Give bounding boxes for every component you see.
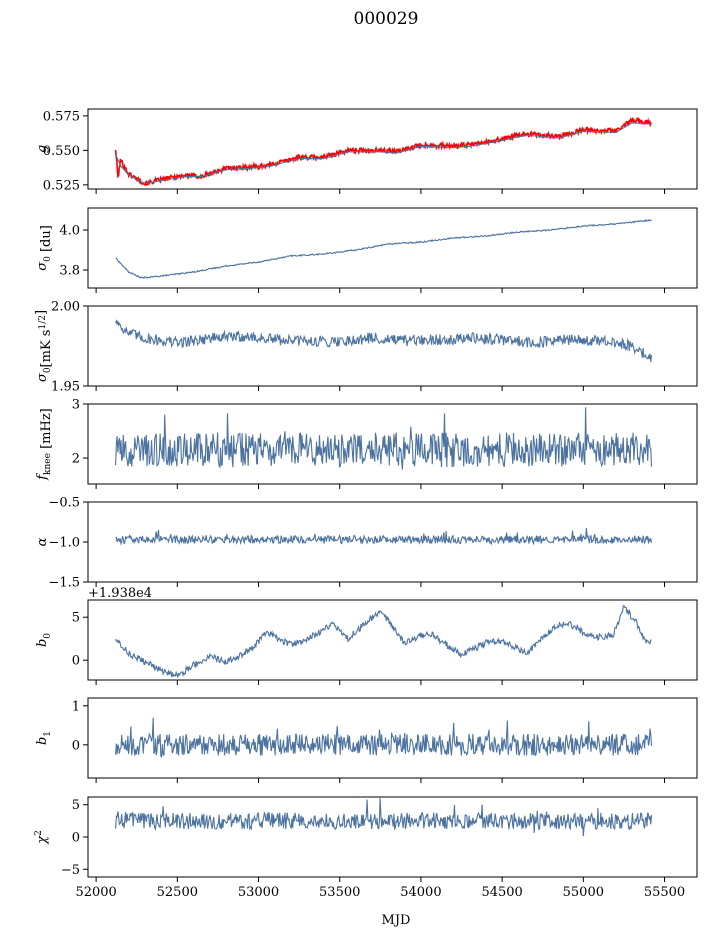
x-tick-label: 54000	[400, 885, 441, 900]
x-tick-label: 53500	[319, 885, 360, 900]
figure-title: 000029	[354, 9, 419, 29]
x-tick-label: 55500	[644, 885, 685, 900]
y-offset-label: +1.938e4	[88, 586, 152, 601]
y-axis-label: b0	[35, 633, 53, 647]
y-tick-label: 0.550	[43, 144, 80, 159]
series-line-main	[115, 407, 653, 470]
x-tick-label: 53000	[238, 885, 279, 900]
series-group	[115, 218, 652, 280]
series-line-overlay	[114, 116, 653, 187]
series-group	[115, 528, 653, 546]
x-tick-label: 52000	[75, 885, 116, 900]
panel-frame	[87, 108, 698, 190]
y-tick-label: 1	[72, 699, 80, 714]
y-tick-label: 2.00	[51, 300, 80, 315]
y-tick-label: 2	[72, 452, 80, 467]
panel-1: 0.525 0.550 0.575 g	[35, 108, 698, 194]
y-tick-label: −1.0	[48, 536, 80, 551]
y-tick-label: 5	[72, 798, 80, 813]
y-axis-label: χ2	[34, 830, 50, 845]
panel-frame	[87, 403, 698, 485]
panel-7: 0 1 b1	[35, 697, 698, 783]
x-tick-label: 54500	[481, 885, 522, 900]
y-tick-label: 5	[72, 611, 80, 626]
y-tick-label: −1.5	[48, 576, 80, 591]
series-line-main	[115, 318, 653, 362]
panel-frame	[87, 697, 698, 779]
panel-5: −1.5 −1.0 −0.5 α	[35, 496, 698, 591]
series-group	[114, 116, 653, 187]
y-axis-label: g	[35, 145, 50, 153]
y-tick-label: −5	[61, 863, 80, 878]
x-axis-label: MJD	[382, 913, 411, 928]
series-line-main	[115, 717, 653, 758]
y-axis-label: b1	[35, 731, 53, 745]
panel-2: 3.8 4.0 σ0 [du]	[35, 207, 698, 293]
panel-frame	[87, 207, 698, 289]
y-tick-label: 3	[72, 398, 80, 413]
y-axis-label: fknee [mHz]	[35, 408, 54, 481]
panel-6: 0 5 +1.938e4 b0	[35, 586, 698, 685]
y-tick-label: 0	[72, 831, 80, 846]
panel-4: 2 3 fknee [mHz]	[35, 398, 698, 489]
series-line-main	[115, 797, 653, 837]
series-line-main	[115, 528, 653, 546]
y-tick-label: 0	[72, 654, 80, 669]
y-tick-label: −0.5	[48, 496, 80, 511]
series-line-main	[115, 218, 652, 280]
panel-frame	[87, 796, 698, 878]
series-group	[115, 407, 653, 470]
y-axis-label: α	[35, 537, 50, 546]
x-tick-label: 55000	[563, 885, 604, 900]
panel-frame	[87, 599, 698, 681]
series-group	[115, 318, 653, 362]
series-line-model	[115, 122, 652, 184]
panel-frame	[87, 305, 698, 387]
y-tick-label: 0.525	[43, 178, 80, 193]
series-group	[115, 797, 653, 837]
y-axis-label: σ0[mK s1/2]	[34, 310, 54, 382]
y-tick-label: 0.575	[43, 109, 80, 124]
panels: 0.525 0.550 0.575 g 3.8 4.0 σ0 [du] 1.95 2.00σ0[…	[34, 108, 698, 900]
y-tick-label: 0	[72, 738, 80, 753]
x-tick-label: 52500	[157, 885, 198, 900]
series-group	[115, 604, 652, 678]
y-axis-label: σ0 [du]	[35, 225, 54, 271]
y-tick-label: 4.0	[59, 224, 80, 239]
y-tick-label: 1.95	[51, 380, 80, 395]
series-line-main	[115, 604, 652, 678]
y-tick-label: 3.8	[59, 264, 80, 279]
panel-8: 52000 52500 53000 53500 54000 54500 55000 55500…	[34, 796, 698, 900]
series-group	[115, 717, 653, 758]
